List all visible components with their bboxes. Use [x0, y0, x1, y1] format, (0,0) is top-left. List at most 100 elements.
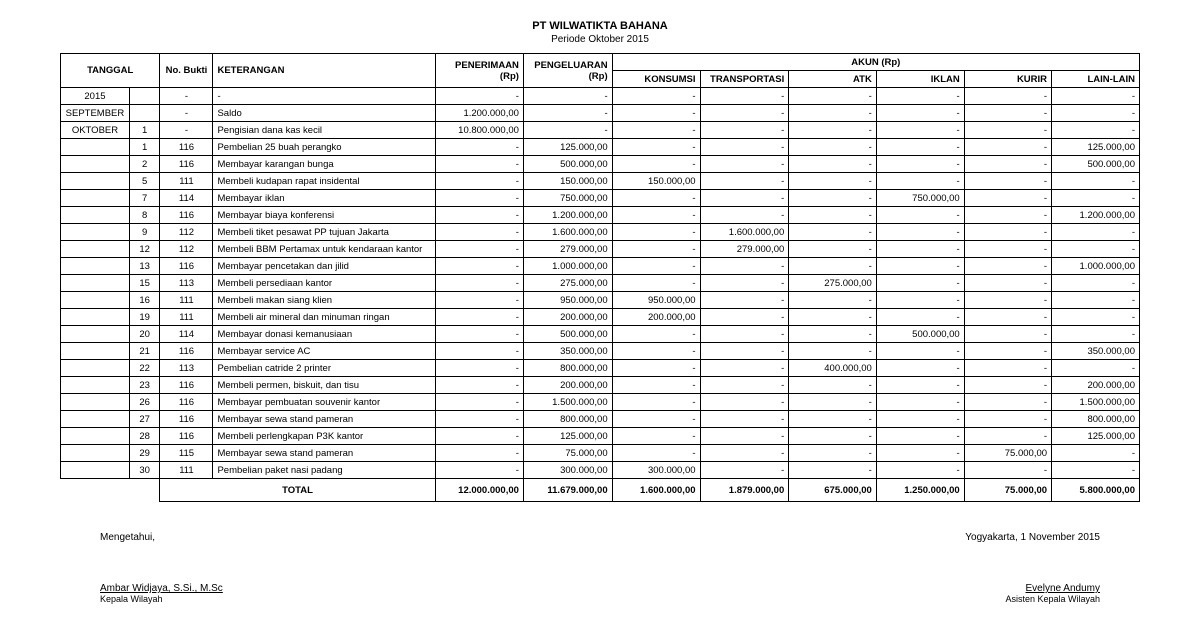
cell: - — [964, 258, 1051, 275]
cell: - — [789, 139, 877, 156]
cell: - — [700, 360, 789, 377]
table-row: 20114Membayar donasi kemanusiaan-500.000… — [61, 326, 1140, 343]
cell — [61, 275, 130, 292]
th-penerimaan: PENERIMAAN (Rp) — [435, 54, 523, 88]
cell: 9 — [129, 224, 159, 241]
table-row: 16111Membeli makan siang klien-950.000,0… — [61, 292, 1140, 309]
cell: 750.000,00 — [523, 190, 612, 207]
cell: SEPTEMBER — [61, 105, 130, 122]
footer-block: Mengetahui, Ambar Widjaya, S.Si., M.Sc K… — [60, 532, 1140, 604]
cell: 125.000,00 — [1052, 139, 1140, 156]
cell: Membayar sewa stand pameran — [213, 411, 435, 428]
cell — [61, 173, 130, 190]
company-title: PT WILWATIKTA BAHANA — [60, 20, 1140, 32]
cell: - — [964, 88, 1051, 105]
cell: 113 — [160, 360, 213, 377]
cell: 1.500.000,00 — [1052, 394, 1140, 411]
table-row: OKTOBER1-Pengisian dana kas kecil10.800.… — [61, 122, 1140, 139]
cell: Membeli air mineral dan minuman ringan — [213, 309, 435, 326]
cell: - — [876, 360, 964, 377]
cell: - — [160, 105, 213, 122]
cell: Membeli permen, biskuit, dan tisu — [213, 377, 435, 394]
table-row: 26116Membayar pembuatan souvenir kantor-… — [61, 394, 1140, 411]
cell: - — [612, 275, 700, 292]
cell: 1.200.000,00 — [435, 105, 523, 122]
cell: - — [789, 445, 877, 462]
total-atk: 675.000,00 — [789, 479, 877, 502]
cell: 26 — [129, 394, 159, 411]
cell: - — [612, 241, 700, 258]
cell: - — [700, 156, 789, 173]
th-akun: AKUN (Rp) — [612, 54, 1139, 71]
cell: - — [789, 292, 877, 309]
table-row: 8116Membayar biaya konferensi-1.200.000,… — [61, 207, 1140, 224]
total-pengeluaran: 11.679.000,00 — [523, 479, 612, 502]
cell: 200.000,00 — [523, 309, 612, 326]
cell: - — [964, 275, 1051, 292]
cell: - — [789, 190, 877, 207]
cell: 12 — [129, 241, 159, 258]
cell: - — [964, 190, 1051, 207]
cell: 1.600.000,00 — [523, 224, 612, 241]
cell: - — [435, 462, 523, 479]
cell: - — [435, 394, 523, 411]
cell: Pengisian dana kas kecil — [213, 122, 435, 139]
cell: 150.000,00 — [523, 173, 612, 190]
cell: - — [612, 428, 700, 445]
cell: Pembelian catride 2 printer — [213, 360, 435, 377]
cell: - — [700, 258, 789, 275]
cell: - — [435, 326, 523, 343]
table-row: 19111Membeli air mineral dan minuman rin… — [61, 309, 1140, 326]
cell: 116 — [160, 343, 213, 360]
cell: - — [612, 360, 700, 377]
table-row: 15113Membeli persediaan kantor-275.000,0… — [61, 275, 1140, 292]
left-sign-title: Kepala Wilayah — [100, 594, 223, 604]
cell: OKTOBER — [61, 122, 130, 139]
cell: Saldo — [213, 105, 435, 122]
left-sign-name: Ambar Widjaya, S.Si., M.Sc — [100, 583, 223, 594]
cell: 13 — [129, 258, 159, 275]
cell: - — [964, 343, 1051, 360]
cell: - — [964, 139, 1051, 156]
cell: 115 — [160, 445, 213, 462]
cell: 116 — [160, 394, 213, 411]
th-transportasi: TRANSPORTASI — [700, 71, 789, 88]
cell: Membeli BBM Pertamax untuk kendaraan kan… — [213, 241, 435, 258]
cell: - — [435, 360, 523, 377]
cell: 20 — [129, 326, 159, 343]
cell — [61, 445, 130, 462]
cell: Membeli makan siang klien — [213, 292, 435, 309]
table-row: 5111Membeli kudapan rapat insidental-150… — [61, 173, 1140, 190]
table-row: 21116Membayar service AC-350.000,00-----… — [61, 343, 1140, 360]
cell: Membayar donasi kemanusiaan — [213, 326, 435, 343]
cell: - — [612, 411, 700, 428]
cell: - — [964, 309, 1051, 326]
cell: - — [700, 462, 789, 479]
cell: - — [1052, 275, 1140, 292]
cell: Pembelian 25 buah perangko — [213, 139, 435, 156]
cell: - — [876, 309, 964, 326]
cell: - — [612, 207, 700, 224]
cell: Membayar iklan — [213, 190, 435, 207]
cell: - — [612, 343, 700, 360]
cell: - — [612, 326, 700, 343]
cell — [61, 462, 130, 479]
place-date: Yogyakarta, 1 November 2015 — [965, 532, 1100, 543]
cell: - — [700, 411, 789, 428]
cell: - — [789, 224, 877, 241]
cell: 125.000,00 — [523, 139, 612, 156]
cell — [61, 377, 130, 394]
cell: Membeli tiket pesawat PP tujuan Jakarta — [213, 224, 435, 241]
th-konsumsi: KONSUMSI — [612, 71, 700, 88]
cell: - — [435, 190, 523, 207]
cell: - — [876, 224, 964, 241]
cell: - — [160, 122, 213, 139]
cell: Membayar biaya konferensi — [213, 207, 435, 224]
cell — [61, 207, 130, 224]
cell: - — [435, 88, 523, 105]
cell: Membeli kudapan rapat insidental — [213, 173, 435, 190]
ledger-table: TANGGAL No. Bukti KETERANGAN PENERIMAAN … — [60, 53, 1140, 502]
cell: 2 — [129, 156, 159, 173]
cell: 1.200.000,00 — [1052, 207, 1140, 224]
cell — [129, 105, 159, 122]
